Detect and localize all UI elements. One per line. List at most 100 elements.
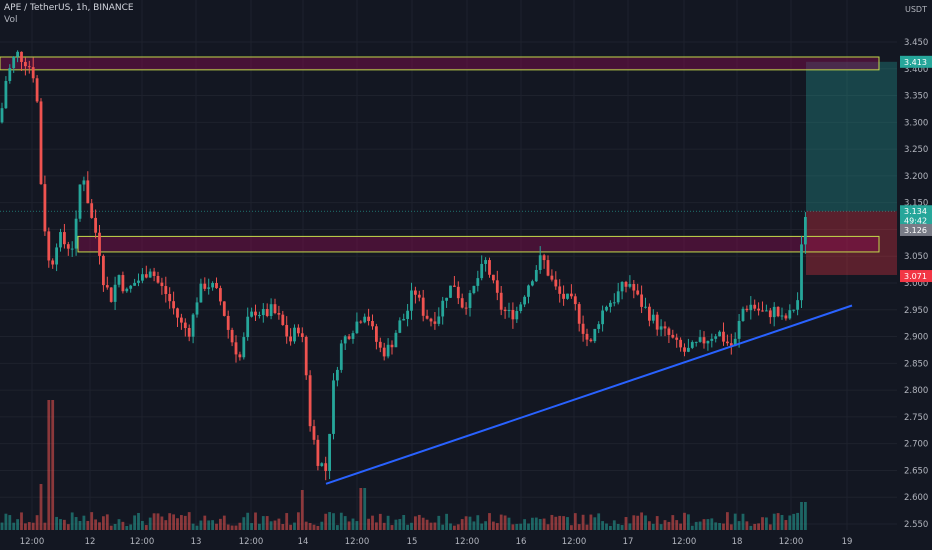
price-tick-label: 3.450 [904,38,928,48]
candle-body [589,339,593,342]
volume-bar [453,525,456,530]
volume-bar [581,514,585,530]
candle-body [445,297,448,301]
volume-bar [620,525,624,530]
volume-bar [20,512,23,530]
price-tick-label: 2.650 [904,466,928,476]
volume-bar [441,524,445,530]
volume-bar [460,519,464,530]
candle-body [281,314,285,326]
candle-body [414,290,417,295]
candle-body [612,302,616,304]
candle-body [616,291,620,303]
candle-body [683,347,686,352]
time-tick-label: 12:00 [20,537,45,547]
candle-body [258,315,261,317]
volume-bar [605,523,608,530]
candle-body [402,318,406,321]
volume-bar [492,521,495,530]
volume-bar [98,522,101,530]
volume-bar [105,514,109,530]
symbol-title[interactable]: APE / TetherUS, 1h, BINANCE [4,3,134,13]
candle-body [238,354,242,358]
volume-bar [733,513,737,530]
candle-body [109,287,113,302]
volume-bar [102,516,105,530]
candle-body [94,217,97,233]
candle-body [593,328,597,342]
candle-body [265,309,269,316]
volume-bar [488,513,491,530]
volume-bar [386,515,390,530]
candle-body [172,301,175,309]
volume-bar [304,521,308,530]
candle-body [199,283,203,303]
price-tick-label: 2.750 [904,413,928,423]
trendline-group[interactable] [325,304,853,485]
volume-bar [332,513,335,530]
candle-body [562,293,565,299]
zones[interactable] [0,56,880,253]
long-position-tool[interactable] [806,61,897,275]
volume-bar [632,515,636,530]
volume-bar [125,525,129,530]
volume-bar [644,515,647,530]
volume-bar [417,514,421,530]
candle-body [648,306,651,321]
volume-bar [776,513,780,530]
candle-body [378,341,382,348]
volume-bar [449,523,452,530]
volume-bar [261,516,265,530]
volume-bar [768,524,772,530]
candle-body [215,282,218,289]
volume-bar [659,524,663,530]
candle-body [484,260,487,264]
volume-bar [133,515,136,530]
candle-body [176,308,179,318]
candle-body [609,302,612,307]
volume-bar [90,512,94,530]
candle-body [24,61,27,67]
candle-body [117,275,121,285]
candle-body [20,51,23,62]
volume-bar [219,518,222,530]
candle-body [0,108,4,123]
candle-body [211,282,214,288]
candle-body [780,315,784,317]
candle-body [628,284,632,287]
volume-bar [476,515,480,530]
time-tick-label: 17 [623,537,634,547]
volume-bar [70,512,74,530]
volume-label[interactable]: Vol [4,15,18,25]
candle-body [90,203,94,218]
volume-bar [792,513,796,530]
volume-bar [199,520,203,530]
volume-bar [729,524,733,530]
volume-bar [800,502,803,530]
volume-bar [499,514,503,530]
candle-body [464,307,468,309]
candle-body [417,294,421,298]
candle-body [63,232,66,245]
volume-bar [784,520,788,530]
candle-body [472,285,476,294]
candle-body [476,278,480,286]
candle-body [195,302,199,315]
candle-body [737,320,741,339]
candle-body [59,232,62,248]
time-tick-label: 12:00 [455,537,480,547]
volume-bar [355,521,359,530]
volume-bar [780,514,784,530]
volume-bar [59,519,62,530]
volume-bar [562,516,565,530]
candle-body [316,439,320,466]
volume-bar [480,523,484,530]
volume-bar [640,512,643,530]
time-axis[interactable]: 12:00 12 12:00 13 12:00 14 12:00 15 12:00 16 12:00… [20,537,853,547]
candle-body [406,310,409,319]
candle-body [796,300,799,310]
volume-bar [616,523,620,530]
volume-bar [308,522,312,530]
candle-body [125,288,129,292]
